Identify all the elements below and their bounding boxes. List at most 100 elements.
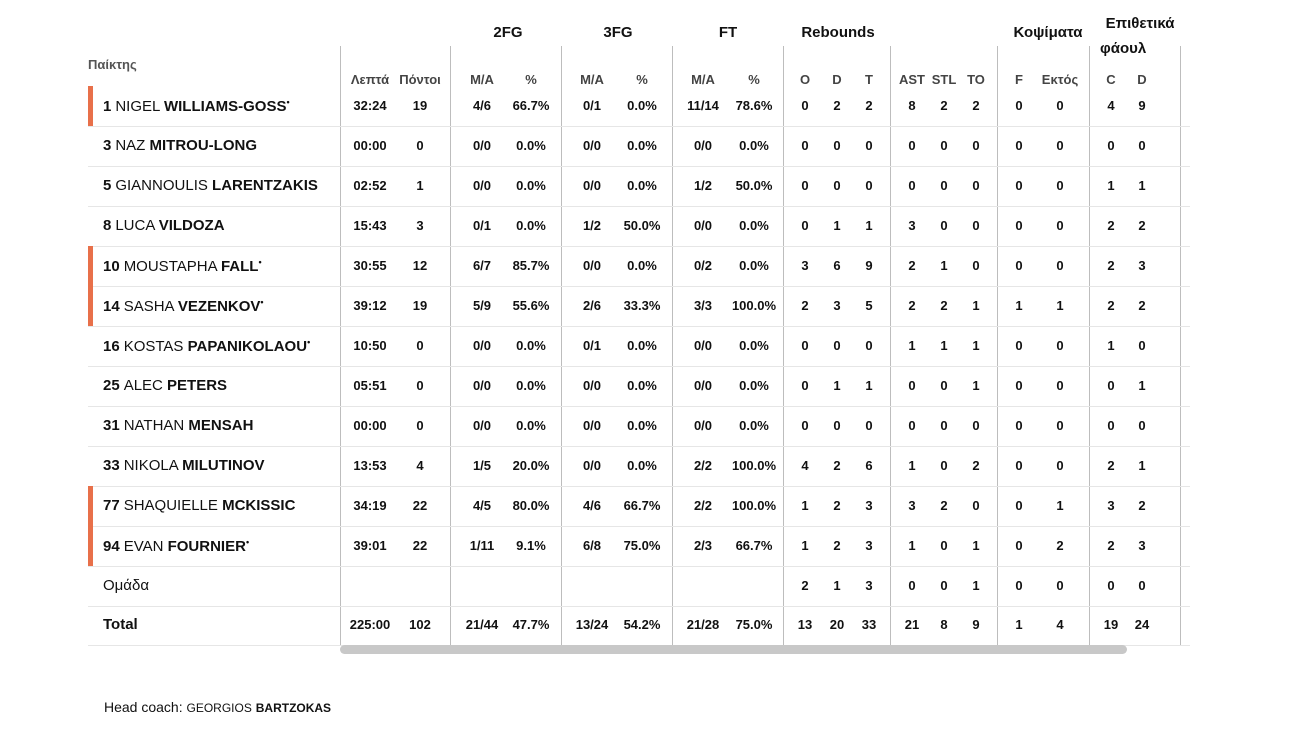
stat-bf: 0 <box>1015 138 1023 153</box>
stat-t: 3 <box>865 498 873 513</box>
total-stat-ba: 4 <box>1056 617 1064 632</box>
stat-ftp: 100.0% <box>731 298 777 313</box>
stat-min: 13:53 <box>353 458 387 473</box>
player-name[interactable]: 16 KOSTAS PAPANIKOLAOU• <box>103 337 310 355</box>
player-name[interactable]: 1 NIGEL WILLIAMS-GOSS• <box>103 97 290 115</box>
column-header-fg2[interactable]: M/A <box>470 72 494 87</box>
column-header-to[interactable]: TO <box>967 72 985 87</box>
stat-min: 34:19 <box>353 498 387 513</box>
table-row: 31 NATHAN MENSAH 00:00 0 0/0 0.0% 0/0 0.0% 0/0 0.… <box>88 406 1190 447</box>
player-name[interactable]: 14 SASHA VEZENKOV• <box>103 297 264 315</box>
stat-min: 39:12 <box>353 298 387 313</box>
player-last-name: PAPANIKOLAOU <box>187 338 308 355</box>
column-header-ast[interactable]: AST <box>899 72 925 87</box>
column-header-bf[interactable]: F <box>1015 72 1023 87</box>
player-name[interactable]: 94 EVAN FOURNIER• <box>103 537 249 555</box>
stat-to: 0 <box>972 258 980 273</box>
column-header-fc[interactable]: C <box>1106 72 1116 87</box>
player-last-name: VEZENKOV <box>177 298 261 315</box>
stat-o: 0 <box>801 418 809 433</box>
table-row: 10 MOUSTAPHA FALL• 30:55 12 6/7 85.7% 0/0 0.0% 0… <box>88 246 1190 287</box>
stat-stl: 2 <box>940 298 948 313</box>
stat-bf: 0 <box>1015 418 1023 433</box>
stat-fd: 2 <box>1138 218 1146 233</box>
player-first-name: SHAQUIELLE <box>123 497 218 514</box>
player-first-name: MOUSTAPHA <box>123 258 217 275</box>
column-header-stl[interactable]: STL <box>931 72 957 87</box>
column-header-fg2p[interactable]: % <box>525 72 537 87</box>
column-header-o[interactable]: O <box>799 72 811 87</box>
column-header-fd[interactable]: D <box>1137 72 1147 87</box>
player-number: 33 <box>103 457 120 474</box>
stat-fg3: 0/0 <box>582 138 602 153</box>
stat-fg2p: 85.7% <box>512 258 550 273</box>
player-last-name: MITROU-LONG <box>149 137 257 154</box>
stat-t: 0 <box>865 138 873 153</box>
player-name[interactable]: 3 NAZ MITROU-LONG <box>103 137 257 154</box>
stat-fg3p: 0.0% <box>627 418 657 433</box>
player-number: 8 <box>103 217 112 234</box>
stat-fd: 1 <box>1138 458 1146 473</box>
player-column-header[interactable]: Παίκτης <box>88 57 137 72</box>
stat-ast: 1 <box>908 338 916 353</box>
stat-d: 0 <box>833 178 841 193</box>
stat-t: 0 <box>865 338 873 353</box>
starter-indicator <box>88 486 93 526</box>
stat-fg3: 1/2 <box>582 218 602 233</box>
stat-ast: 1 <box>908 538 916 553</box>
player-name[interactable]: 31 NATHAN MENSAH <box>103 417 253 434</box>
stat-o: 0 <box>801 218 809 233</box>
player-name[interactable]: 8 LUCA VILDOZA <box>103 217 225 234</box>
stat-o: 0 <box>801 338 809 353</box>
team-stat-fc: 0 <box>1107 578 1115 593</box>
column-header-min[interactable]: Λεπτά <box>350 72 390 87</box>
stat-fd: 1 <box>1138 378 1146 393</box>
column-header-fg3p[interactable]: % <box>636 72 648 87</box>
table-row: 3 NAZ MITROU-LONG 00:00 0 0/0 0.0% 0/0 0.0% 0/0 0… <box>88 126 1190 167</box>
column-header-ftp[interactable]: % <box>748 72 760 87</box>
player-name[interactable]: 33 NIKOLA MILUTINOV <box>103 457 265 474</box>
player-name[interactable]: 10 MOUSTAPHA FALL• <box>103 257 262 275</box>
stat-ast: 0 <box>908 418 916 433</box>
player-name[interactable]: 25 ALEC PETERS <box>103 377 227 394</box>
stat-min: 30:55 <box>353 258 387 273</box>
stat-ftp: 0.0% <box>739 258 769 273</box>
stat-o: 0 <box>801 98 809 113</box>
stat-stl: 0 <box>940 418 948 433</box>
stat-ast: 1 <box>908 458 916 473</box>
stat-ba: 0 <box>1056 378 1064 393</box>
stat-ba: 0 <box>1056 138 1064 153</box>
column-header-ft[interactable]: M/A <box>691 72 715 87</box>
total-stat-fc: 19 <box>1103 617 1119 632</box>
player-first-name: SASHA <box>123 298 174 315</box>
player-last-name: MENSAH <box>188 417 254 434</box>
column-header-pts[interactable]: Πόντοι <box>399 72 441 87</box>
stat-t: 5 <box>865 298 873 313</box>
fg3-group-header: 3FG <box>603 24 633 41</box>
column-header-t[interactable]: T <box>865 72 873 87</box>
player-number: 16 <box>103 338 120 355</box>
stat-pts: 12 <box>412 258 428 273</box>
column-header-ba[interactable]: Εκτός <box>1041 72 1079 87</box>
stat-fc: 3 <box>1107 498 1115 513</box>
stat-fg2: 0/0 <box>472 418 492 433</box>
table-row: 94 EVAN FOURNIER• 39:01 22 1/11 9.1% 6/8 75.0% 2… <box>88 526 1190 567</box>
player-last-name: PETERS <box>167 377 228 394</box>
team-label: Ομάδα <box>103 577 150 594</box>
player-name[interactable]: 77 SHAQUIELLE MCKISSIC <box>103 497 295 514</box>
team-stat-o: 2 <box>801 578 809 593</box>
player-name[interactable]: 5 GIANNOULIS LARENTZAKIS <box>103 177 318 194</box>
total-row: Total 225:00 102 21/44 47.7% 13/24 54.2% 21/28 7… <box>88 605 1190 646</box>
player-number: 1 <box>103 98 112 115</box>
column-header-d[interactable]: D <box>832 72 842 87</box>
stat-fc: 2 <box>1107 218 1115 233</box>
stat-fd: 2 <box>1138 298 1146 313</box>
column-header-fg3[interactable]: M/A <box>580 72 604 87</box>
stat-to: 0 <box>972 498 980 513</box>
horizontal-scrollbar[interactable] <box>340 645 1127 654</box>
player-first-name: EVAN <box>123 538 164 555</box>
stat-fg3: 0/0 <box>582 378 602 393</box>
player-first-name: LUCA <box>115 217 155 234</box>
stat-o: 1 <box>801 538 809 553</box>
stat-ba: 0 <box>1056 258 1064 273</box>
